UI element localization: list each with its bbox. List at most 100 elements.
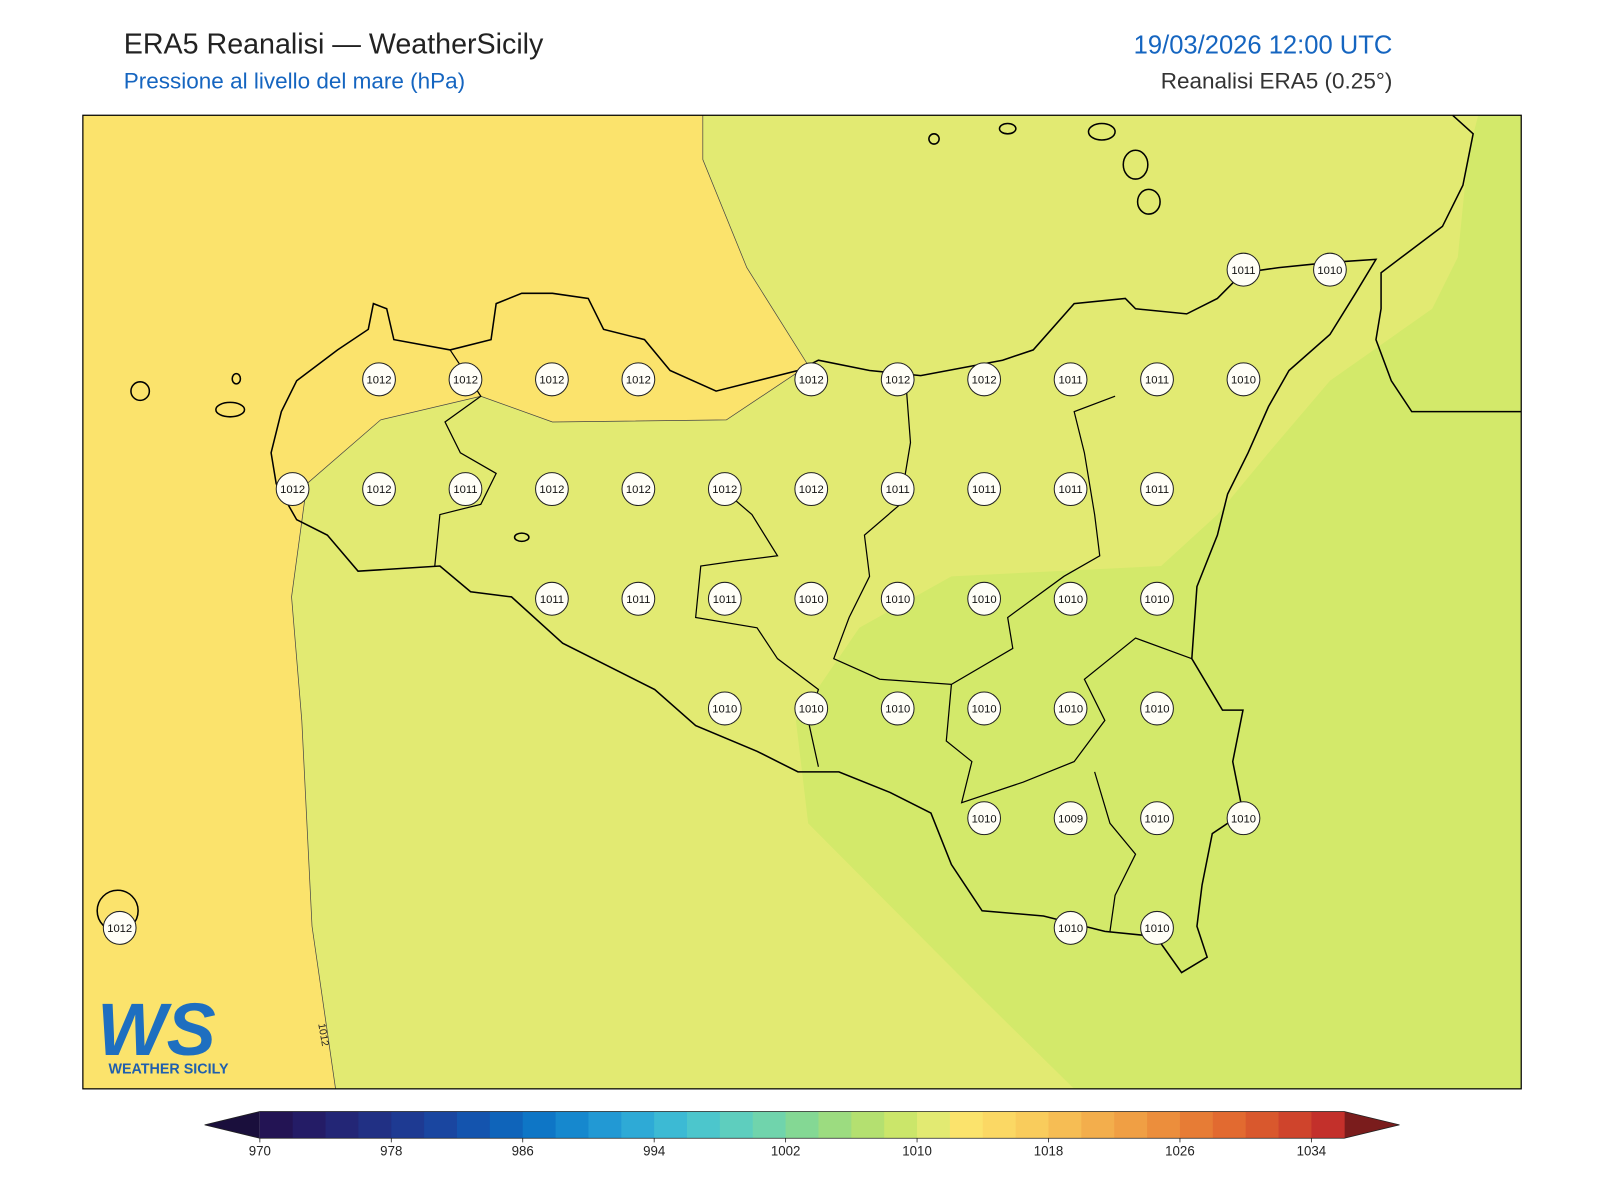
station-marker <box>707 691 742 726</box>
field-high <box>82 115 809 1089</box>
colorbar-tick-label: 978 <box>380 1144 402 1159</box>
colorbar-segment <box>1311 1111 1345 1139</box>
colorbar-segment <box>489 1111 524 1139</box>
colorbar-segment <box>391 1111 425 1139</box>
station-value: 1011 <box>453 484 477 496</box>
colorbar-segment <box>358 1111 392 1139</box>
station-value: 1011 <box>972 484 996 496</box>
station-marker <box>794 362 829 397</box>
colorbar-segment <box>259 1111 294 1139</box>
station-value: 1010 <box>1231 374 1256 386</box>
colorbar-segment <box>1147 1111 1181 1139</box>
station-value: 1011 <box>1059 484 1083 496</box>
station-marker <box>102 910 137 945</box>
station-value: 1012 <box>626 484 651 496</box>
colorbar-segment <box>555 1111 589 1139</box>
station-value: 1012 <box>539 374 564 386</box>
station-value: 1012 <box>799 374 824 386</box>
station-value: 1010 <box>1145 923 1170 935</box>
station-marker <box>1053 472 1088 507</box>
station-marker <box>621 362 656 397</box>
station-value: 1010 <box>1145 594 1170 606</box>
colorbar-segment <box>1048 1111 1082 1139</box>
colorbar-segment <box>1114 1111 1148 1139</box>
station-value: 1011 <box>1059 374 1083 386</box>
station-marker <box>880 362 915 397</box>
station-value: 1010 <box>712 704 737 716</box>
colorbar-segment <box>1278 1111 1312 1139</box>
station-marker <box>1226 362 1261 397</box>
station-value: 1010 <box>1058 594 1083 606</box>
colorbar-tick-label: 1034 <box>1297 1144 1327 1159</box>
station-marker <box>1053 910 1088 945</box>
station-value: 1011 <box>1145 484 1169 496</box>
colorbar-segment <box>719 1111 754 1139</box>
station-marker <box>880 581 915 616</box>
subtitle: Pressione al livello del mare (hPa) <box>124 68 465 93</box>
colorbar-segment <box>917 1111 951 1139</box>
station-marker <box>707 581 742 616</box>
colorbar-segment <box>457 1111 491 1139</box>
station-marker <box>362 362 396 397</box>
colorbar-segment <box>424 1111 458 1139</box>
colorbar-tick-label: 970 <box>249 1144 271 1159</box>
station-marker <box>1140 691 1174 726</box>
station-marker <box>967 801 1002 836</box>
station-marker <box>1053 581 1088 616</box>
colorbar-extend-under <box>204 1111 260 1139</box>
station-marker <box>275 472 310 507</box>
station-marker <box>1140 581 1174 616</box>
station-marker <box>1053 362 1088 397</box>
title: ERA5 Reanalisi — WeatherSicily <box>124 28 544 60</box>
station-value: 1010 <box>1145 704 1170 716</box>
source: Reanalisi ERA5 (0.25°) <box>1161 68 1393 93</box>
station-marker <box>621 472 656 507</box>
station-value: 1011 <box>626 594 650 606</box>
station-marker <box>535 581 569 616</box>
station-value: 1010 <box>885 594 910 606</box>
colorbar-segment <box>1245 1111 1279 1139</box>
station-value: 1010 <box>1145 813 1170 825</box>
station-marker <box>1226 252 1261 287</box>
station-marker <box>535 362 569 397</box>
station-value: 1010 <box>799 704 824 716</box>
colorbar-segment <box>982 1111 1017 1139</box>
station-labels: 1011 1010 1012 1012 1012 1012 1012 1012 1012 1011… <box>102 252 1347 945</box>
logo: WS WEATHER SICILY <box>97 988 229 1078</box>
map-frame <box>82 114 1522 1090</box>
station-marker <box>362 472 396 507</box>
station-value: 1012 <box>280 484 305 496</box>
station-value: 1011 <box>540 594 564 606</box>
colorbar-tick-label: 994 <box>643 1144 666 1159</box>
colorbar-segment <box>884 1111 918 1139</box>
province-borders <box>945 637 1193 804</box>
colorbar-segment <box>1081 1111 1115 1139</box>
station-value: 1011 <box>1231 265 1255 277</box>
colorbar-segment <box>1212 1111 1247 1139</box>
colorbar-segment <box>687 1111 721 1139</box>
calabria-coast <box>1375 114 1522 413</box>
station-marker <box>1140 362 1174 397</box>
station-value: 1010 <box>1317 265 1342 277</box>
station-value: 1010 <box>972 704 997 716</box>
colorbar-tick-label: 1002 <box>771 1144 801 1159</box>
station-marker <box>1140 801 1174 836</box>
station-marker <box>707 472 742 507</box>
station-marker <box>1053 801 1088 836</box>
station-marker <box>1226 801 1261 836</box>
station-value: 1012 <box>972 374 997 386</box>
colorbar-segment <box>522 1111 557 1139</box>
colorbar-segment <box>654 1111 688 1139</box>
colorbar-tick-label: 1026 <box>1165 1144 1195 1159</box>
station-value: 1012 <box>453 374 478 386</box>
station-value: 1010 <box>972 813 997 825</box>
station-marker <box>794 691 829 726</box>
colorbar-segment <box>325 1111 359 1139</box>
station-marker <box>1140 472 1174 507</box>
colorbar-tick-label: 1018 <box>1034 1144 1064 1159</box>
station-marker <box>880 472 915 507</box>
station-value: 1011 <box>1145 374 1169 386</box>
